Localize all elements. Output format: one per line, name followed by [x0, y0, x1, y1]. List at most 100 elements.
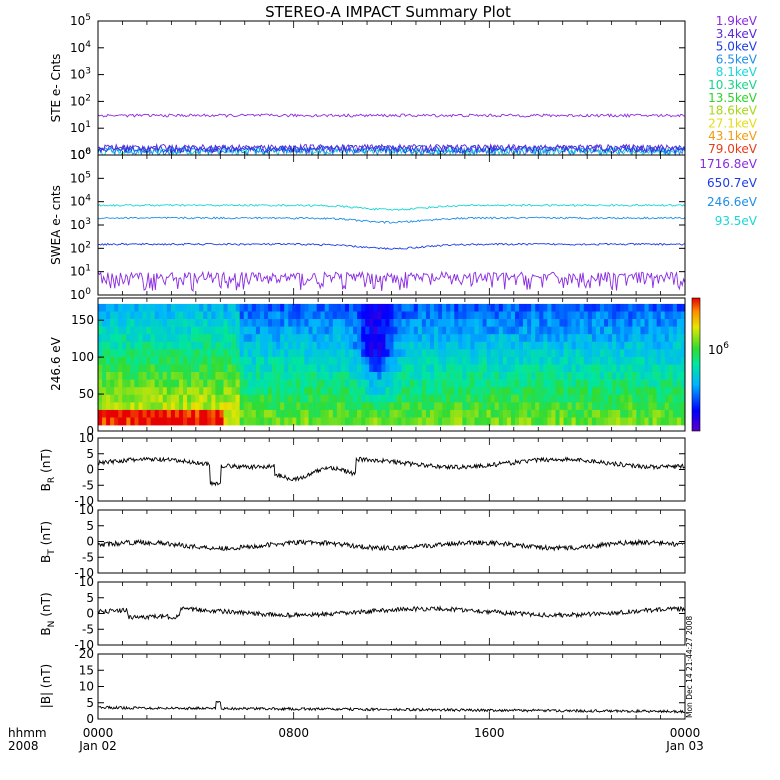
spectrogram-cell: [644, 379, 649, 388]
spectrogram-cell: [154, 417, 160, 426]
spectrogram-cell: [421, 326, 427, 335]
spectrogram-cell: [263, 334, 269, 343]
spectrogram-cell: [344, 319, 350, 327]
spectrogram-cell: [510, 334, 516, 343]
spectrogram-cell: [672, 319, 678, 327]
spectrogram-cell: [263, 417, 269, 426]
spectrogram-cell: [648, 326, 653, 335]
spectrogram-cell: [490, 409, 496, 418]
spectrogram-cell: [231, 387, 236, 396]
spectrogram-cell: [498, 326, 504, 335]
spectrogram-cell: [442, 356, 447, 365]
spectrogram-cell: [567, 409, 572, 418]
spectrogram-cell: [482, 334, 487, 343]
spectrogram-cell: [203, 326, 208, 335]
spectrogram-cell: [296, 349, 301, 358]
spectrogram-cell: [559, 402, 564, 411]
spectrogram-cell: [106, 409, 111, 418]
spectrogram-cell: [308, 319, 313, 327]
spectrogram-cell: [628, 326, 633, 335]
spectrogram-cell: [393, 409, 398, 418]
spectrogram-cell: [579, 349, 585, 358]
spectrogram-cell: [656, 364, 662, 373]
spectrogram-cell: [231, 341, 236, 350]
spectrogram-cell: [652, 356, 657, 365]
spectrogram-cell: [498, 372, 504, 380]
spectrogram-cell: [118, 364, 123, 373]
spectrogram-cell: [146, 364, 151, 373]
spectrogram-cell: [543, 341, 548, 350]
spectrogram-cell: [616, 326, 621, 335]
spectrogram-cell: [567, 387, 572, 396]
spectrogram-cell: [203, 341, 208, 350]
spectrogram-cell: [442, 311, 447, 320]
spectrogram-cell: [336, 409, 342, 418]
spectrogram-cell: [620, 372, 625, 380]
spectrogram-cell: [138, 356, 143, 365]
spectrogram-cell: [519, 394, 524, 403]
spectrogram-cell: [519, 334, 524, 343]
spectrogram-cell: [369, 326, 374, 335]
spectrogram-cell: [425, 409, 431, 418]
spectrogram-cell: [591, 417, 597, 426]
spectrogram-cell: [211, 341, 216, 350]
swea-ytick-label: 104: [70, 194, 91, 209]
spectrogram-cell: [409, 341, 415, 350]
spectrogram-cell: [361, 409, 366, 418]
spectrogram-cell: [648, 364, 653, 373]
spectrogram-cell: [280, 319, 285, 327]
spectrogram-cell: [676, 417, 682, 426]
spectrogram-cell: [336, 387, 342, 396]
spectrogram-cell: [348, 311, 354, 320]
spectrogram-cell: [122, 402, 127, 411]
spectrogram-cell: [259, 402, 265, 411]
spectrogram-cell: [616, 372, 621, 380]
spectrogram-cell: [393, 372, 398, 380]
spectrogram-cell: [332, 319, 338, 327]
spectrogram-cell: [519, 402, 524, 411]
spectrogram-cell: [454, 341, 459, 350]
spectrogram-cell: [247, 417, 253, 426]
spectrogram-cell: [150, 372, 155, 380]
spectrogram-cell: [571, 319, 576, 327]
spectrogram-cell: [243, 326, 249, 335]
spectrogram-cell: [474, 303, 479, 312]
spectrogram-cell: [316, 364, 321, 373]
spectrogram-cell: [122, 341, 127, 350]
spectrogram-cell: [620, 326, 625, 335]
spectrogram-cell: [377, 387, 382, 396]
spectrogram-cell: [502, 319, 508, 327]
spectrogram-cell: [595, 303, 601, 312]
spectrogram-cell: [466, 326, 471, 335]
spectrogram-cell: [470, 394, 475, 403]
spectrogram-cell: [288, 372, 293, 380]
spectrogram-cell: [183, 394, 188, 403]
spectrogram-cell: [300, 341, 305, 350]
spectrogram-cell: [263, 356, 269, 365]
spectrogram-cell: [126, 387, 131, 396]
spectrogram-cell: [227, 326, 232, 335]
spectrogram-cell: [462, 311, 467, 320]
spectrogram-cell: [381, 394, 386, 403]
spectrogram-cell: [563, 379, 568, 388]
spectrogram-cell: [551, 379, 556, 388]
spectrogram-cell: [348, 372, 354, 380]
spectrogram-cell: [486, 379, 491, 388]
spectrogram-cell: [579, 394, 585, 403]
spectrogram-cell: [381, 417, 386, 426]
spectrogram-cell: [567, 394, 572, 403]
spectrogram-cell: [595, 372, 601, 380]
spectrogram-cell: [563, 387, 568, 396]
spectrogram-cell: [401, 394, 406, 403]
spectrogram-cell: [158, 334, 164, 343]
spectrogram-cell: [620, 349, 625, 358]
bt-trace: [97, 538, 686, 552]
spectrogram-cell: [543, 372, 548, 380]
spectrogram-cell: [336, 417, 342, 426]
spectrogram-cell: [166, 409, 172, 418]
spectrogram-cell: [429, 319, 435, 327]
spectrogram-cell: [450, 394, 455, 403]
spectrogram-cell: [344, 372, 350, 380]
spectrogram-cell: [450, 387, 455, 396]
